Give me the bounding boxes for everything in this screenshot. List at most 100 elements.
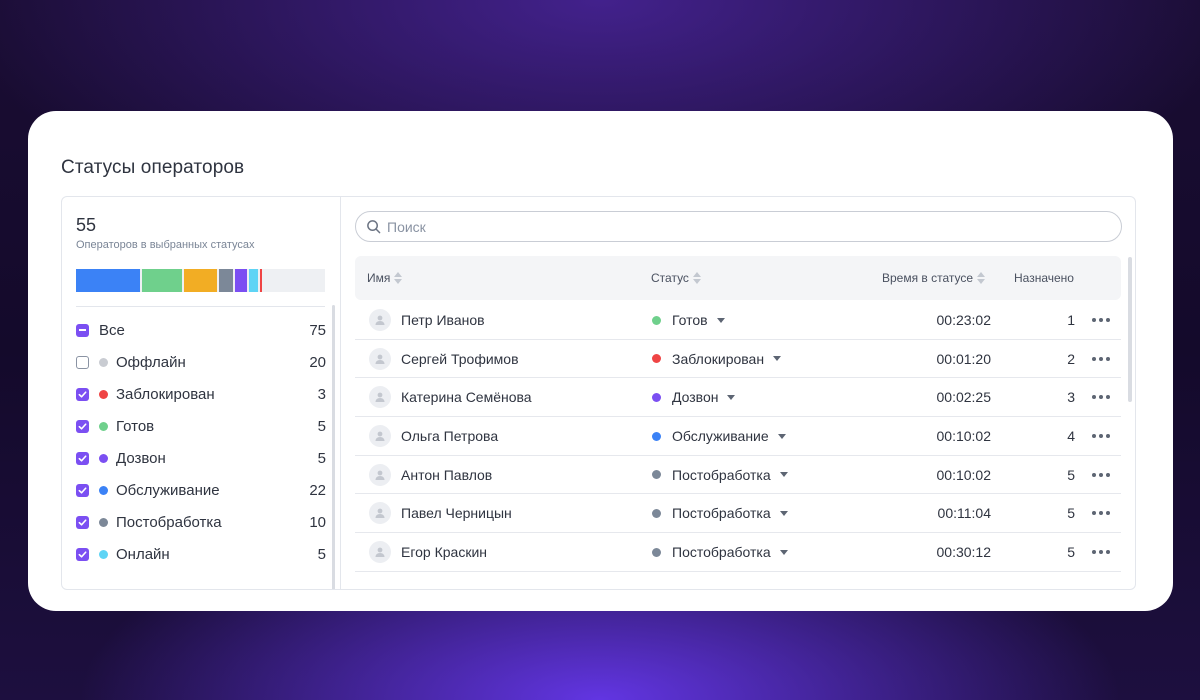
checkbox-checked[interactable]: [76, 387, 89, 401]
checkbox-checked[interactable]: [76, 515, 89, 529]
status-dropdown[interactable]: Дозвон: [652, 378, 736, 416]
check-icon: [78, 390, 87, 398]
status-panel: 55 Операторов в выбранных статусах Все 75…: [61, 196, 1136, 590]
table-row[interactable]: Ольга Петрова Обслуживание 00:10:02 4: [355, 417, 1121, 456]
user-icon: [375, 470, 385, 480]
status-dropdown[interactable]: Готов: [652, 301, 725, 339]
status-dot-icon: [99, 549, 108, 559]
table-row[interactable]: Петр Иванов Готов 00:23:02 1: [355, 301, 1121, 340]
status-dot-icon: [99, 517, 108, 527]
status-filter-count: 10: [309, 513, 326, 531]
time-in-status: 00:11:04: [937, 505, 991, 522]
table-body: Петр Иванов Готов 00:23:02 1 Сергей Трофимов…: [355, 301, 1121, 589]
time-in-status: 00:30:12: [936, 544, 992, 561]
table-row[interactable]: Катерина Семёнова Дозвон 00:02:25 3: [355, 378, 1121, 418]
status-filter-item[interactable]: Готов 5: [76, 410, 326, 442]
time-in-status: 00:23:02: [936, 312, 992, 328]
status-dropdown[interactable]: Обслуживание: [652, 417, 786, 455]
status-dropdown[interactable]: Постобработка: [652, 456, 788, 494]
table-bottom-edge: [355, 575, 1121, 589]
table-row[interactable]: Павел Черницын Постобработка 00:11:04 5: [355, 494, 1121, 534]
more-actions-icon[interactable]: [1092, 494, 1110, 532]
total-operators-count: 55: [76, 215, 97, 235]
sidebar-scrollbar[interactable]: [332, 305, 335, 589]
user-icon: [375, 547, 385, 558]
checkbox-checked[interactable]: [76, 451, 89, 465]
chevron-down-icon: [779, 549, 788, 555]
column-header-assigned[interactable]: Назначено: [1014, 256, 1074, 300]
column-header-time[interactable]: Время в статусе: [882, 256, 986, 300]
status-dropdown[interactable]: Постобработка: [652, 533, 788, 571]
status-filter-item[interactable]: Обслуживание 22: [76, 474, 326, 506]
avatar: [369, 463, 391, 486]
column-header-name[interactable]: Имя: [367, 256, 403, 300]
check-icon: [78, 486, 87, 494]
status-dot-icon: [99, 357, 108, 367]
user-icon: [375, 509, 385, 519]
status-filter-label: Заблокирован: [116, 385, 215, 403]
status-dot-icon: [652, 470, 661, 480]
column-time-label: Время в статусе: [882, 271, 974, 285]
status-dot-icon: [652, 547, 661, 557]
check-icon: [78, 454, 87, 462]
status-dropdown[interactable]: Постобработка: [652, 494, 788, 532]
bar-segment-4: [235, 269, 247, 292]
status-filter-label: Дозвон: [116, 449, 166, 467]
status-dot-icon: [99, 389, 108, 399]
status-filter-count: 20: [309, 353, 326, 371]
status-filter-item[interactable]: Онлайн 5: [76, 538, 326, 570]
more-actions-icon[interactable]: [1092, 456, 1110, 494]
user-icon: [375, 431, 385, 442]
checkbox-unchecked[interactable]: [76, 355, 89, 369]
checkbox-checked[interactable]: [76, 547, 89, 561]
column-header-status[interactable]: Статус: [651, 256, 701, 300]
status-filter-item[interactable]: Все 75: [76, 314, 326, 346]
assigned-count: 2: [1067, 350, 1075, 367]
more-actions-icon[interactable]: [1092, 378, 1110, 416]
status-dot-icon: [99, 485, 108, 495]
table-scrollbar[interactable]: [1128, 257, 1132, 402]
checkbox-checked[interactable]: [76, 483, 89, 497]
status-label: Постобработка: [672, 544, 771, 561]
column-name-label: Имя: [367, 271, 391, 285]
checkbox-checked[interactable]: [76, 419, 89, 433]
user-icon: [375, 392, 385, 403]
operator-name: Петр Иванов: [401, 312, 485, 328]
status-label: Постобработка: [672, 505, 771, 522]
search-placeholder: Поиск: [387, 218, 426, 235]
more-actions-icon[interactable]: [1092, 301, 1110, 339]
status-filter-item[interactable]: Оффлайн 20: [76, 346, 326, 378]
page-title: Статусы операторов: [61, 157, 245, 178]
status-filter-item[interactable]: Постобработка 10: [76, 506, 326, 538]
avatar: [369, 386, 391, 409]
status-filter-item[interactable]: Дозвон 5: [76, 442, 326, 474]
status-filter-count: 5: [317, 417, 326, 435]
status-dropdown[interactable]: Заблокирован: [652, 340, 782, 378]
search-input[interactable]: Поиск: [355, 211, 1122, 242]
status-filter-label: Постобработка: [116, 513, 222, 531]
sort-icon: [394, 272, 403, 284]
status-label: Обслуживание: [672, 428, 769, 445]
status-filter-count: 5: [317, 449, 326, 467]
table-row[interactable]: Сергей Трофимов Заблокирован 00:01:20 2: [355, 340, 1121, 379]
more-actions-icon[interactable]: [1092, 417, 1110, 455]
status-filter-count: 75: [309, 321, 326, 339]
chevron-down-icon: [716, 317, 725, 323]
table-row[interactable]: Антон Павлов Постобработка 00:10:02 5: [355, 456, 1121, 495]
status-dot-icon: [652, 315, 661, 325]
total-operators-caption: Операторов в выбранных статусах: [76, 239, 255, 251]
status-dot-icon: [99, 421, 108, 431]
more-actions-icon[interactable]: [1092, 340, 1110, 378]
divider: [76, 306, 325, 307]
operator-name: Ольга Петрова: [401, 428, 499, 445]
status-filter-item[interactable]: Заблокирован 3: [76, 378, 326, 410]
sort-icon: [977, 272, 986, 284]
status-label: Заблокирован: [672, 350, 765, 367]
checkbox-indeterminate[interactable]: [76, 323, 89, 337]
status-filter-sidebar: 55 Операторов в выбранных статусах Все 75…: [62, 197, 341, 589]
status-dot-icon: [652, 392, 661, 402]
avatar: [369, 502, 391, 525]
status-label: Готов: [672, 312, 708, 328]
more-actions-icon[interactable]: [1092, 533, 1110, 571]
table-row[interactable]: Егор Краскин Постобработка 00:30:12 5: [355, 533, 1121, 572]
